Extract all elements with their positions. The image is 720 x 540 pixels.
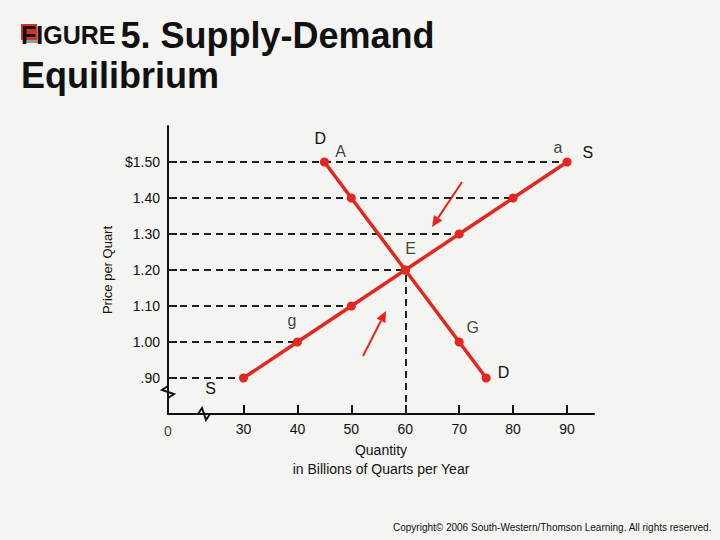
svg-text:in Billions of Quarts per Year: in Billions of Quarts per Year [293, 461, 470, 477]
svg-text:1.30: 1.30 [133, 226, 160, 242]
svg-text:1.10: 1.10 [133, 298, 160, 314]
svg-text:Quantity: Quantity [355, 442, 407, 458]
svg-text:60: 60 [397, 421, 413, 437]
svg-text:FIGURE: FIGURE [21, 21, 115, 49]
svg-text:40: 40 [290, 421, 306, 437]
svg-text:g: g [288, 312, 297, 329]
svg-text:$1.50: $1.50 [125, 154, 160, 170]
svg-text:1.40: 1.40 [133, 190, 160, 206]
svg-text:E: E [405, 240, 416, 257]
svg-text:Copyright© 2006 South-Western/: Copyright© 2006 South-Western/Thomson Le… [393, 522, 711, 533]
svg-text:5. Supply-Demand: 5. Supply-Demand [120, 15, 434, 56]
svg-text:G: G [466, 319, 478, 336]
svg-text:1.20: 1.20 [133, 262, 160, 278]
svg-text:90: 90 [559, 421, 575, 437]
svg-text:1.00: 1.00 [133, 334, 160, 350]
svg-text:a: a [553, 139, 562, 156]
svg-text:S: S [205, 380, 216, 397]
svg-text:A: A [335, 143, 346, 160]
svg-text:70: 70 [451, 421, 467, 437]
svg-text:Equilibrium: Equilibrium [21, 55, 219, 96]
svg-text:0: 0 [164, 423, 172, 439]
svg-text:Price per Quart: Price per Quart [100, 226, 115, 315]
svg-text:50: 50 [344, 421, 360, 437]
svg-text:.90: .90 [141, 370, 161, 386]
svg-text:D: D [498, 364, 510, 381]
svg-text:30: 30 [236, 421, 252, 437]
svg-text:D: D [315, 130, 327, 147]
svg-text:80: 80 [505, 421, 521, 437]
svg-text:S: S [583, 144, 594, 161]
